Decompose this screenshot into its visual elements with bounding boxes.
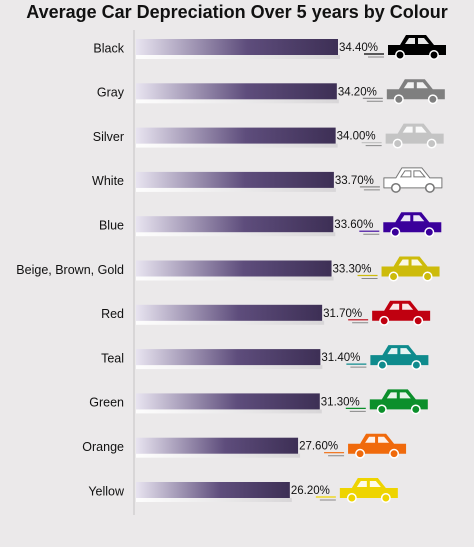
bar-shelf	[136, 143, 338, 148]
bar	[136, 393, 320, 410]
car-icon	[315, 478, 398, 503]
bar-shelf	[136, 99, 339, 104]
value-label: 33.60%	[334, 219, 373, 231]
car-icon	[362, 79, 445, 105]
category-label: Silver	[93, 130, 124, 144]
category-label: Black	[93, 41, 124, 55]
category-label: Orange	[82, 440, 124, 454]
car-icon	[361, 123, 444, 149]
category-label: White	[92, 174, 124, 188]
category-label: Blue	[99, 218, 124, 232]
value-label: 34.40%	[339, 42, 378, 54]
car-icon	[359, 167, 443, 193]
category-label: Green	[89, 396, 124, 410]
category-label: Gray	[97, 86, 125, 100]
car-icon	[357, 256, 440, 282]
value-label: 34.00%	[337, 131, 376, 143]
bar-shelf	[136, 276, 334, 281]
bar	[136, 127, 336, 144]
bar	[136, 171, 334, 188]
car-icon	[346, 345, 429, 371]
bar-shelf	[136, 365, 323, 370]
bar	[136, 482, 290, 498]
value-label: 33.70%	[335, 175, 374, 187]
bar	[136, 260, 332, 277]
car-icon	[324, 433, 407, 459]
bar-shelf	[136, 409, 322, 414]
bar-shelf	[136, 232, 336, 237]
bar-shelf	[136, 187, 336, 192]
bar-shelf	[136, 498, 292, 502]
value-label: 31.70%	[323, 308, 362, 320]
car-icon	[359, 212, 442, 238]
car-icon	[364, 35, 446, 60]
value-label: 27.60%	[299, 441, 338, 453]
bar	[136, 83, 337, 100]
chart-title: Average Car Depreciation Over 5 years by…	[26, 2, 448, 22]
value-label: 34.20%	[338, 86, 377, 98]
value-label: 31.30%	[321, 396, 360, 408]
car-icon	[345, 389, 428, 415]
bar	[136, 349, 321, 366]
bar	[136, 304, 323, 321]
bar	[136, 39, 338, 55]
category-label: Yellow	[88, 484, 125, 498]
bar-shelf	[136, 320, 325, 325]
value-label: 26.20%	[291, 485, 330, 497]
bar	[136, 437, 299, 454]
car-icon	[348, 300, 431, 326]
bar-shelf	[136, 453, 301, 458]
bar	[136, 216, 334, 233]
value-label: 31.40%	[321, 352, 360, 364]
bar-shelf	[136, 55, 340, 59]
category-label: Teal	[101, 351, 124, 365]
value-label: 33.30%	[333, 264, 372, 276]
category-label: Beige, Brown, Gold	[16, 263, 124, 277]
category-label: Red	[101, 307, 124, 321]
